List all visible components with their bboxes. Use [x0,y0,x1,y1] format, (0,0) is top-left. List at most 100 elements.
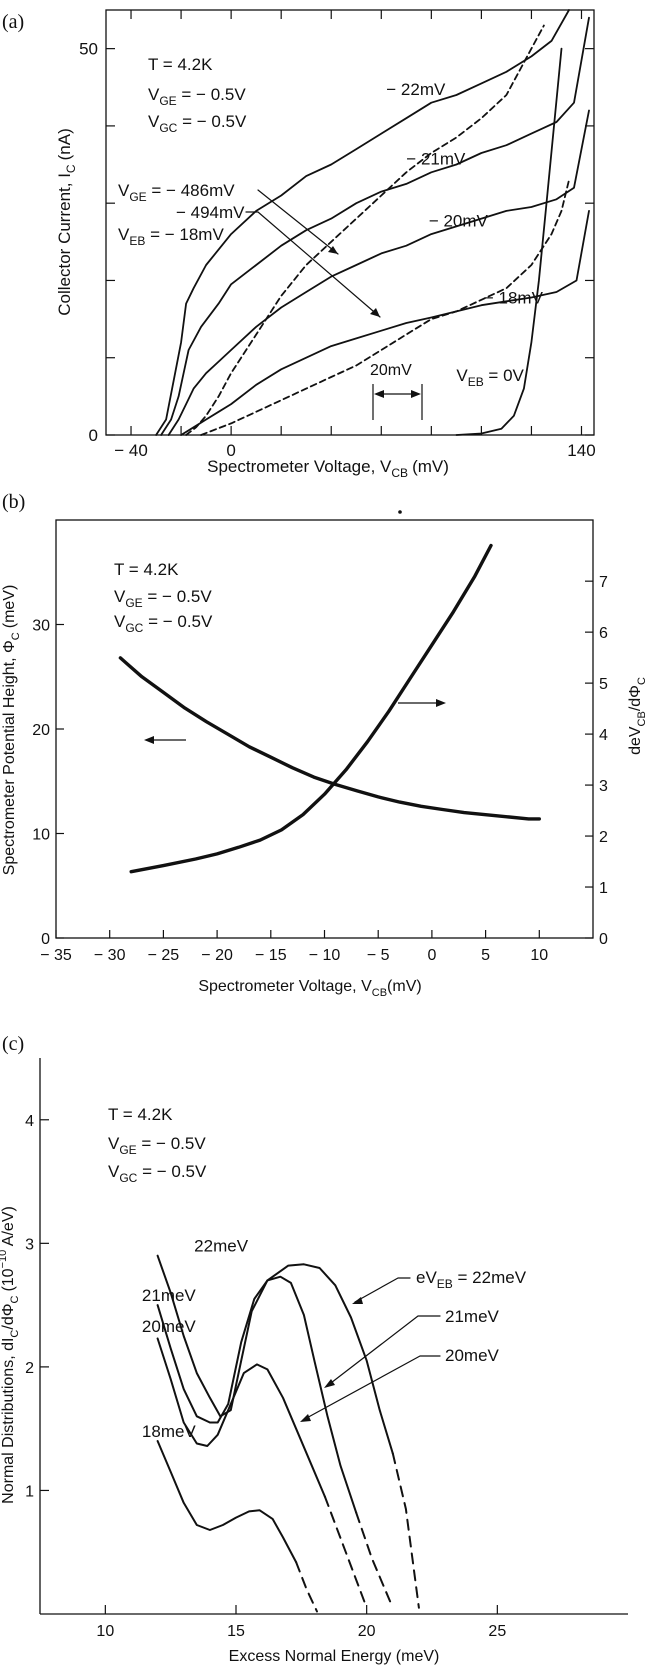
panel-b-y2-tick-label: 7 [599,574,608,591]
panel-c-series-extrapolation-21meV [355,1511,394,1609]
panel-a-label: (a) [2,11,24,33]
panel-a-condition-2: VGE = − 0.5V [148,85,246,108]
panel-a-condition-3: VGC = − 0.5V [148,112,247,135]
panel-b-series-derivative [129,543,493,874]
panel-a-tick-labels: − 40 0 140 0 50 [79,40,596,460]
panel-c-callout-pointer-20 [300,1355,441,1422]
panel-a-condition-1: T = 4.2K [148,55,213,74]
panel-c-x-tick-label: 15 [227,1623,245,1640]
panel-b-y2-label: deVCB/dΦC [627,677,648,755]
panel-b-stray-dot [398,510,402,514]
panel-b-y-tick-label: 30 [32,618,50,635]
panel-c-x-tick-label: 25 [488,1623,506,1640]
panel-b-condition-2: VGE = − 0.5V [114,587,212,610]
panel-a-series-label-0: − 22mV [386,80,446,99]
panel-c-axes [39,1058,628,1615]
panel-b-y2-tick-label: 6 [599,625,608,642]
panel-c-label: (c) [2,1033,24,1055]
panel-b-label: (b) [2,491,25,513]
panel-c-condition-2: VGE = − 0.5V [108,1134,206,1157]
panel-c-callout-21: 21meV [445,1307,500,1326]
panel-a-frame [105,9,595,436]
panel-a-series-4 [455,47,563,436]
panel-a-series-2 [167,109,590,436]
panel-b-tick-labels: − 35 − 30 − 25 − 20 − 15 − 10 − 5 0 5 10 0 10 20 30 0 1… [32,574,608,964]
panel-a-series-label-4: VEB = 0V [456,366,524,389]
panel-c-series-18meV [156,1440,298,1564]
panel-b-x-tick-label: − 10 [309,947,341,964]
panel-b-left-axis-arrow [144,736,186,744]
panel-c-series-extrapolation-22meV [391,1452,420,1609]
panel-a-series-6 [200,179,570,436]
panel-c-condition-3: VGC = − 0.5V [108,1162,207,1185]
panel-c-series-label-18meV: 18meV [142,1422,197,1441]
panel-b-y-tick-label: 0 [41,931,50,948]
panel-c-x-tick-label: 20 [358,1623,376,1640]
panel-b-x-tick-label: − 25 [148,947,180,964]
panel-c-series-label-21meV: 21meV [142,1286,197,1305]
panel-a-legend-1: VGE = − 486mV [118,181,235,204]
panel-a-y-label: Collector Current, IC(nA) [55,128,78,315]
panel-b-x-tick-label: − 5 [367,947,390,964]
panel-b-y-tick-label: 20 [32,722,50,739]
panel-b-condition-3: VGC = − 0.5V [114,612,213,635]
panel-a-legend-3: VEB = − 18mV [118,225,224,248]
panel-b-x-tick-label: 10 [530,947,548,964]
panel-c-series-21meV [156,1275,358,1514]
panel-b-x-label: Spectrometer Voltage, VCB(mV) [198,978,421,999]
panel-c: (c) 10 15 20 25 1 2 3 4 22meV 21meV 20meV 18meV T … [0,1033,628,1665]
panel-a-series-5 [185,24,545,436]
panel-a-series-label-1: − 21mV [406,150,466,169]
panel-b-y2-tick-label: 3 [599,778,608,795]
panel-c-series-22meV [156,1254,394,1455]
panel-a-curves: − 22mV − 21mV − 20mV − 18mV VEB = 0V [155,9,590,436]
panel-a-ticks [106,10,594,436]
panel-c-x-tick-label: 10 [96,1623,114,1640]
panel-b: (b) − 35− 30− 25− 20− 15− 10− 5 0 5 1001020… [1,491,648,999]
panel-b-y2-tick-label: 0 [599,931,608,948]
panel-c-y-tick-label: 1 [25,1483,34,1500]
panel-b-curves [118,543,541,874]
panel-a-x-tick-label: 140 [567,441,595,460]
panel-a-legend-arrowhead-494 [370,308,380,317]
panel-c-series-20meV [156,1337,326,1498]
panel-b-x-tick-label: − 20 [201,947,233,964]
panel-c-condition-1: T = 4.2K [108,1105,173,1124]
panel-b-frame [55,519,594,939]
panel-b-x-tick-label: − 30 [94,947,126,964]
panel-c-callout-20: 20meV [445,1346,500,1365]
panel-c-y-tick-label: 2 [25,1360,34,1377]
panel-a-x-label: Spectrometer Voltage, VCB (mV) [207,457,449,480]
panel-c-series-extrapolation-18meV [295,1561,318,1613]
panel-c-y-tick-label: 3 [25,1236,34,1253]
panel-a-series-1 [160,16,590,436]
panel-a-y-tick-label: 50 [79,40,98,59]
panel-a-series-label-3: − 18mV [484,289,544,308]
panel-a-legend-arrowhead-486 [328,246,338,254]
panel-b-condition-1: T = 4.2K [114,560,179,579]
panel-b-y2-tick-label: 4 [599,727,608,744]
panel-a-x-tick-label: 0 [226,441,235,460]
panel-a-legend-pointer-494 [245,211,381,318]
panel-c-series-label-20meV: 20meV [142,1317,197,1336]
panel-b-y-label: Spectrometer Potential Height, ΦC(meV) [1,585,22,876]
panel-a-legend-pointer-486 [257,189,339,255]
panel-a-series-0 [155,9,570,436]
panel-c-ticks [40,1119,498,1614]
panel-c-y-label: Normal Distributions, dIC/dΦC(10−10 A/eV… [0,1206,21,1504]
panel-c-y-tick-label: 4 [25,1113,34,1130]
panel-c-tick-labels: 10 15 20 25 1 2 3 4 [25,1113,506,1640]
panel-b-x-tick-label: − 35 [40,947,72,964]
panel-a-x-tick-label: − 40 [114,441,148,460]
panel-c-curves: 22meV 21meV 20meV 18meV [142,1237,420,1613]
panel-b-y2-tick-label: 1 [599,880,608,897]
panel-c-callout-22: eVEB = 22meV [416,1268,527,1291]
panel-c-series-label-22meV: 22meV [194,1237,249,1256]
panel-b-y2-tick-label: 5 [599,676,608,693]
panel-b-series-potential-height [118,656,541,821]
panel-c-callout-pointer-22 [352,1277,411,1304]
panel-a-series-label-2: − 20mV [429,211,489,230]
panel-a: (a) − 40 0 140 0 50 − 22mV − 21mV − 20mV − 18mV… [2,9,596,480]
panel-a-y-tick-label: 0 [89,426,98,445]
